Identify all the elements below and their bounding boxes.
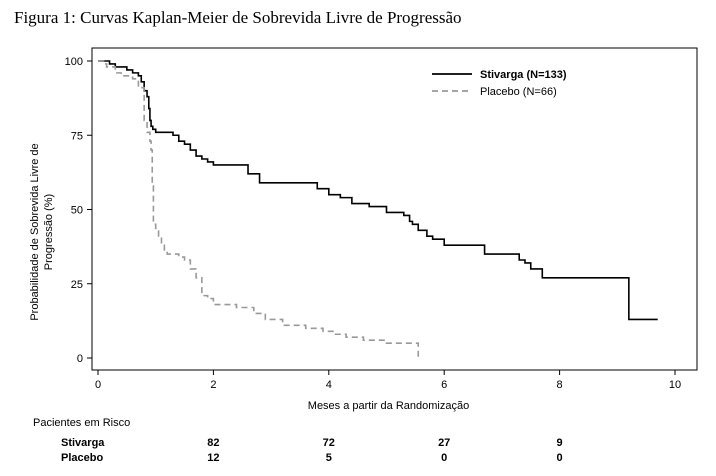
legend-label: Stivarga (N=133) xyxy=(480,69,567,81)
y-axis-label-line: Progressão (%) xyxy=(43,194,55,270)
figure-caption: Figura 1: Curvas Kaplan-Meier de Sobrevi… xyxy=(14,8,462,27)
x-tick-label: 6 xyxy=(441,379,447,391)
series-layer xyxy=(98,60,658,358)
legend-label: Placebo (N=66) xyxy=(480,86,557,98)
axes-layer: 0 25 50 75 100 0 2 4 6 8 10 Meses a partir da Rando… xyxy=(29,47,698,412)
risk-count: 5 xyxy=(326,452,332,464)
y-tick-label: 100 xyxy=(65,56,83,68)
x-tick-label: 2 xyxy=(210,379,216,391)
risk-count: 9 xyxy=(557,437,563,449)
risk-row-label: Placebo xyxy=(61,452,103,464)
plot-frame xyxy=(91,47,698,371)
y-tick-label: 25 xyxy=(71,279,83,291)
risk-row-label: Stivarga xyxy=(61,437,105,449)
series-line-placebo xyxy=(98,60,420,358)
y-axis-label-line: Probabilidade de Sobrevida Livre de xyxy=(29,143,41,320)
risk-count: 27 xyxy=(438,437,450,449)
risk-count: 82 xyxy=(207,437,219,449)
y-tick-label: 0 xyxy=(77,353,83,365)
risk-count: 0 xyxy=(557,452,563,464)
risk-count: 12 xyxy=(207,452,219,464)
series-line-stivarga xyxy=(98,60,658,321)
y-tick-label: 75 xyxy=(71,130,83,142)
x-tick-label: 8 xyxy=(557,379,563,391)
x-tick-label: 4 xyxy=(326,379,332,391)
risk-count: 0 xyxy=(441,452,447,464)
x-axis-label: Meses a partir da Randomização xyxy=(308,400,469,412)
y-tick-label: 50 xyxy=(71,205,83,217)
y-axis-label: Probabilidade de Sobrevida Livre de Progr… xyxy=(29,143,55,320)
x-tick-label: 10 xyxy=(669,379,681,391)
risk-count: 72 xyxy=(323,437,335,449)
legend: Stivarga (N=133) Placebo (N=66) xyxy=(432,69,567,98)
x-tick-label: 0 xyxy=(95,379,101,391)
risk-table-title: Pacientes em Risco xyxy=(33,417,130,429)
risk-table: Pacientes em Risco Stivarga 82 72 27 9 Placebo… xyxy=(33,417,563,464)
